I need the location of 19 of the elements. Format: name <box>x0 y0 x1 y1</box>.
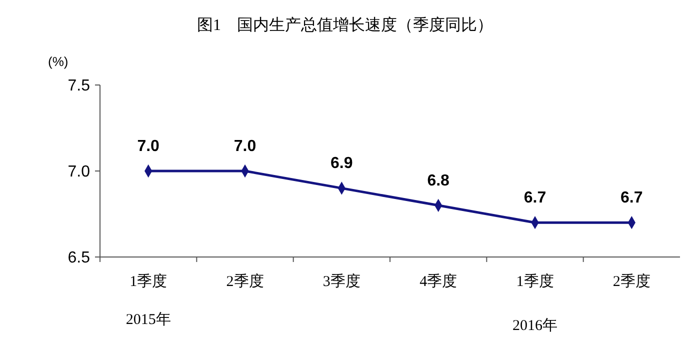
x-tick-label: 4季度 <box>420 273 458 290</box>
data-label: 6.7 <box>620 190 643 207</box>
data-label: 6.7 <box>524 190 546 207</box>
y-axis-title: (%) <box>48 54 68 69</box>
data-label: 7.0 <box>234 138 256 155</box>
x-tick-label: 2季度 <box>612 273 650 290</box>
data-label: 6.8 <box>427 172 450 190</box>
x-tick-label: 2季度 <box>226 273 264 290</box>
x-tick-label: 1季度 <box>516 273 554 290</box>
x-tick-label: 1季度 <box>130 273 168 290</box>
y-tick-label: 6.5 <box>68 250 90 267</box>
text: 2016年 <box>512 317 558 334</box>
chart-title: 图1 国内生产总值增长速度（季度同比） <box>197 16 493 34</box>
x-tick-label: 3季度 <box>322 273 360 290</box>
text: 2015年 <box>126 311 171 328</box>
y-tick-label: 7.0 <box>68 164 90 181</box>
y-tick-label: 7.5 <box>68 78 90 95</box>
data-label: 7.0 <box>137 138 160 155</box>
data-label: 6.9 <box>330 155 353 172</box>
